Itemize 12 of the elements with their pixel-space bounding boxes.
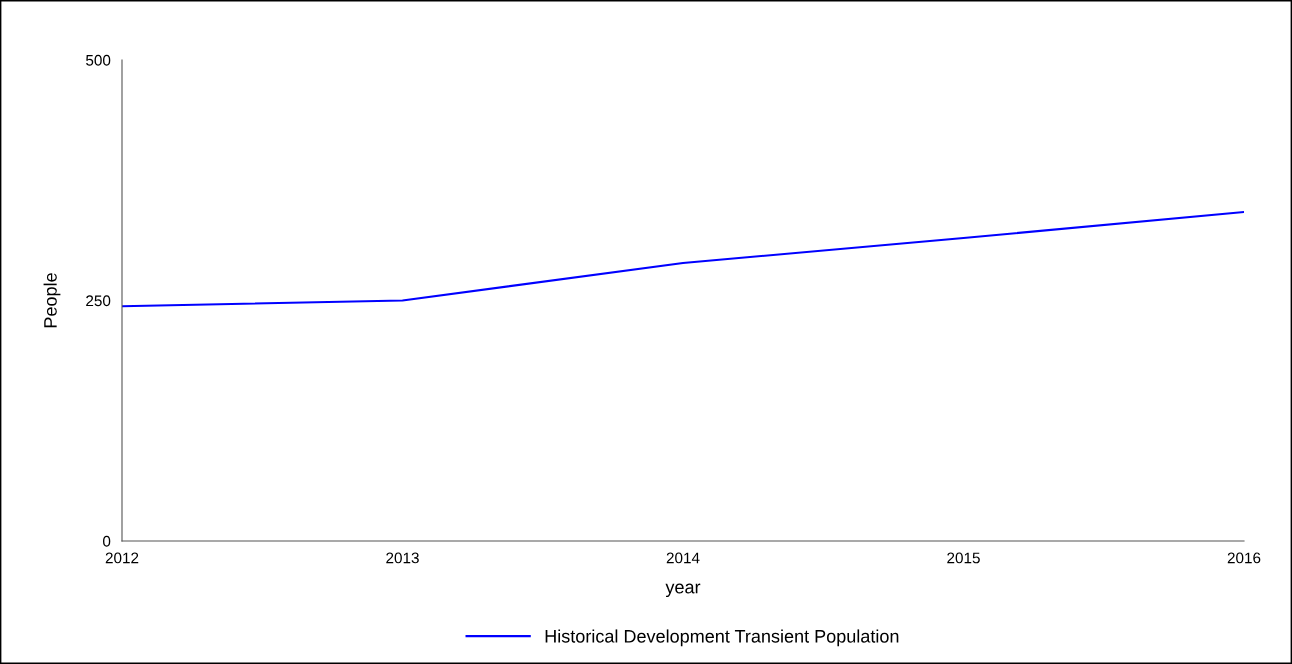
y-tick-label: 500 [86,54,111,66]
x-axis-title: year [665,583,701,598]
x-tick-label: 2014 [666,552,700,564]
legend-label: Historical Development Transient Population [545,629,899,647]
x-tick-label: 2015 [947,552,980,564]
y-tick-label: 0 [102,535,111,547]
y-tick-label: 250 [86,295,111,307]
x-tick-label: 2016 [1227,552,1261,564]
x-tick-label: 2013 [386,552,419,564]
line-series [122,210,1244,308]
y-axis-title: People [43,273,61,328]
x-tick-label: 2012 [105,552,139,564]
